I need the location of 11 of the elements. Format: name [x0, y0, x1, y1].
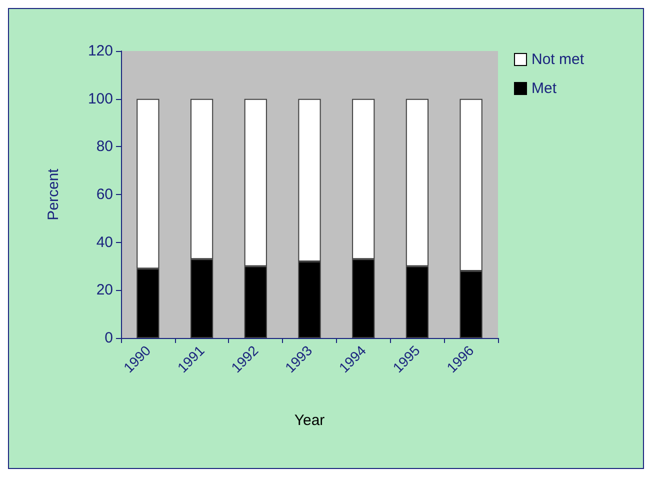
y-tick-label: 100: [88, 90, 113, 108]
y-tick-label: 20: [96, 282, 113, 299]
y-axis-title: Percent: [45, 168, 62, 220]
y-tick-label: 60: [96, 186, 113, 203]
y-tick-label: 80: [96, 138, 113, 156]
y-tick-label: 40: [96, 234, 113, 251]
x-axis-title: Year: [294, 412, 325, 429]
y-tick-label: 0: [104, 330, 113, 346]
legend-label: Met: [532, 80, 558, 97]
legend-label: Not met: [532, 51, 585, 68]
y-tick-label: 120: [88, 42, 113, 60]
